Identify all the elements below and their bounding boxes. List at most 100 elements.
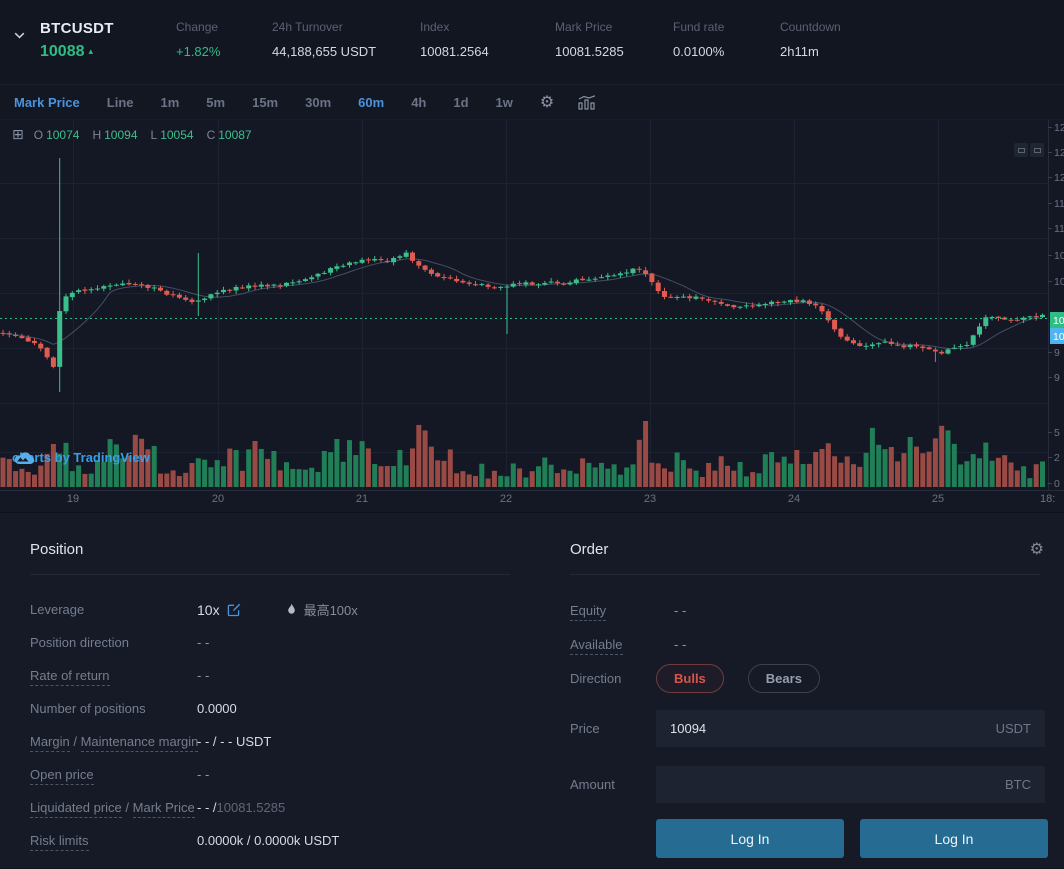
login-button-buy[interactable]: Log In: [656, 819, 844, 858]
order-buttons: Log In Log In: [656, 819, 1048, 858]
available-value: - -: [674, 636, 687, 652]
row-value: - -: [197, 668, 210, 683]
svg-text:25: 25: [932, 493, 944, 505]
last-price: 10088 ▴: [40, 43, 94, 60]
header-stat: Countdown 2h11m: [780, 20, 841, 59]
symbol-name[interactable]: BTCUSDT: [40, 20, 114, 37]
svg-text:5: 5: [1054, 427, 1060, 439]
row-label: Number of positions: [30, 701, 146, 716]
price-input[interactable]: [656, 710, 1045, 747]
login-button-sell[interactable]: Log In: [860, 819, 1048, 858]
chart-settings-gear-icon[interactable]: ⚙: [539, 92, 555, 111]
toolbar-item-60m[interactable]: 60m: [358, 94, 385, 110]
position-row: Open price - -: [30, 758, 510, 791]
row-label: Liquidated price / Mark Price: [30, 800, 197, 818]
bears-button[interactable]: Bears: [747, 663, 820, 693]
row-value: - - / - - USDT: [197, 734, 272, 749]
stat-label: Countdown: [780, 20, 841, 34]
price-row: Price USDT: [570, 710, 1045, 747]
row-value: 10x 最高100x: [197, 600, 358, 619]
row-label: Position direction: [30, 635, 129, 650]
stat-value: 10081.5285: [555, 44, 624, 59]
max-leverage-note: 最高100x: [285, 600, 358, 619]
svg-text:23: 23: [644, 493, 656, 505]
toolbar-item-mark-price[interactable]: Mark Price: [14, 94, 80, 110]
compare-add-icon[interactable]: ⊞: [12, 127, 24, 143]
toolbar-item-1w[interactable]: 1w: [495, 94, 513, 110]
svg-text:19: 19: [67, 493, 79, 505]
indicators-icon[interactable]: [578, 94, 596, 110]
tradingview-attribution[interactable]: charts by TradingView: [12, 450, 150, 465]
row-label: Risk limits: [30, 833, 197, 851]
equity-value: - -: [674, 602, 687, 618]
header-stat: 24h Turnover 44,188,655 USDT: [272, 20, 376, 59]
stat-label: Index: [420, 20, 450, 34]
chevron-down-icon[interactable]: [14, 26, 25, 44]
tradingview-logo-icon: [14, 452, 35, 465]
stat-label: Fund rate: [673, 20, 725, 34]
toolbar-item-15m[interactable]: 15m: [252, 94, 279, 110]
svg-text:22: 22: [500, 493, 512, 505]
ohlc-row: ⊞ O 10074 H 10094 L 10054 C 10087: [12, 127, 252, 143]
price-unit: USDT: [995, 721, 1031, 736]
row-value: - - / 10081.5285: [197, 800, 286, 815]
toolbar-item-4h[interactable]: 4h: [411, 94, 427, 110]
stat-label: Mark Price: [555, 20, 613, 34]
row-value: 0.0000: [197, 701, 237, 716]
svg-text:9: 9: [1054, 372, 1060, 384]
stat-label: 24h Turnover: [272, 20, 343, 34]
fullscreen-icon[interactable]: [1030, 143, 1044, 157]
stat-value: 10081.2564: [420, 44, 489, 59]
order-panel: Order ⚙ Equity - - Available - - Directi…: [570, 513, 1050, 869]
amount-row: Amount BTC: [570, 766, 1045, 803]
svg-text:20: 20: [212, 493, 224, 505]
svg-text:21: 21: [356, 493, 368, 505]
bulls-button[interactable]: Bulls: [656, 663, 724, 693]
flame-icon: [287, 603, 295, 614]
available-label: Available: [570, 636, 623, 655]
position-row: Liquidated price / Mark Price - - / 10081…: [30, 791, 510, 824]
tradingview-text: charts by TradingView: [12, 450, 150, 465]
svg-text:11: 11: [1054, 223, 1064, 235]
stat-value: 2h11m: [780, 44, 819, 59]
svg-text:10: 10: [1053, 315, 1064, 327]
row-value: 0.0000k / 0.0000k USDT: [197, 833, 340, 848]
price-label: Price: [570, 721, 600, 736]
toolbar-item-1d[interactable]: 1d: [453, 94, 469, 110]
row-label: Leverage: [30, 602, 85, 617]
row-value: - -: [197, 635, 210, 650]
svg-text:10: 10: [1053, 331, 1064, 343]
order-title: Order: [570, 541, 609, 558]
position-row: Risk limits 0.0000k / 0.0000k USDT: [30, 824, 510, 857]
svg-text:10: 10: [1054, 276, 1064, 288]
edit-leverage-icon[interactable]: [227, 603, 241, 617]
toolbar-item-30m[interactable]: 30m: [305, 94, 332, 110]
header-stat: Change +1.82%: [176, 20, 220, 59]
svg-text:9: 9: [1054, 347, 1060, 359]
svg-text:0: 0: [1054, 478, 1060, 490]
amount-unit: BTC: [1005, 777, 1031, 792]
svg-text:24: 24: [788, 493, 800, 505]
leverage-value: 10x: [197, 601, 220, 618]
direction-row: Direction Bulls Bears: [570, 663, 820, 693]
position-row: Number of positions 0.0000: [30, 692, 510, 725]
equity-row: Equity - -: [570, 593, 1050, 627]
order-settings-gear-icon[interactable]: ⚙: [1029, 539, 1044, 558]
available-row: Available - -: [570, 627, 1050, 661]
amount-input[interactable]: [656, 766, 1045, 803]
chart-panel: 10 10 12 12 12 11 11 10 10 9 9 5 2 0 19 20 21 22 23 24 25 18:…: [0, 120, 1064, 512]
svg-text:12: 12: [1054, 172, 1064, 184]
stat-label: Change: [176, 20, 219, 34]
stat-value: 0.0100%: [673, 44, 725, 59]
bottom-panels: Position Leverage 10x 最高100x Position direc…: [0, 512, 1064, 868]
toolbar-item-5m[interactable]: 5m: [206, 94, 226, 110]
camera-icon[interactable]: [1014, 143, 1028, 157]
toolbar-item-line[interactable]: Line: [106, 94, 134, 110]
amount-label: Amount: [570, 777, 615, 792]
position-panel: Position Leverage 10x 最高100x Position direc…: [30, 513, 510, 869]
row-label: Margin / Maintenance margin: [30, 734, 199, 752]
header-stat: Fund rate 0.0100%: [673, 20, 724, 59]
toolbar-item-1m[interactable]: 1m: [160, 94, 180, 110]
